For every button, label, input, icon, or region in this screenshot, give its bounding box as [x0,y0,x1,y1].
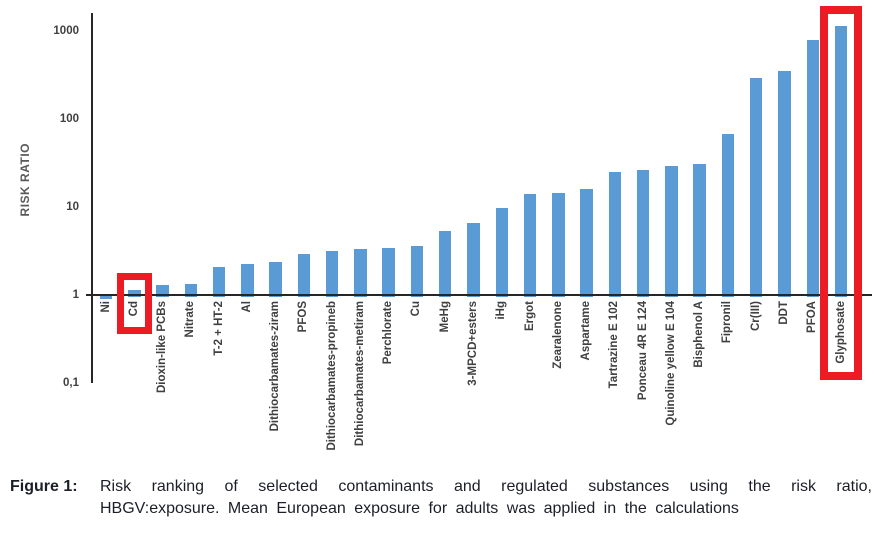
bar-glyphosate [834,26,848,297]
bar-ddt [778,71,791,297]
x-category-label-pfos: PFOS [297,301,310,333]
bar-ponceau-4r-e-124 [636,169,650,297]
figure-caption: Figure 1: Risk ranking of selected conta… [0,476,878,520]
bar-fipronil [721,134,735,297]
x-category-label-t-2-ht-2: T-2 + HT-2 [212,301,225,356]
bar-pfos [297,253,311,297]
y-tick-label-10: 10 [66,200,79,213]
y-tick-label-100: 100 [59,112,79,125]
bar-t-2-ht-2 [212,267,226,297]
bar-dioxin-like-pcbs [156,285,169,297]
bar-dithiocarbamates-metiram [354,249,367,297]
bar-tartrazine-e-102 [608,172,622,297]
x-category-label-aspartame: Aspartame [580,301,593,361]
highlight-box-cd [116,273,152,334]
x-category-label-tartrazine-e-102: Tartrazine E 102 [608,301,621,389]
x-category-label-ihg: iHg [495,301,508,320]
risk-ratio-chart: RISK RATIO 1000 100 10 1 0,1 Ni Cd Dioxin-like… [18,6,872,451]
x-category-label-mehg: MeHg [438,301,451,333]
bar-ihg [495,207,509,297]
x-category-label-fipronil: Fipronil [721,301,734,344]
bar-cr-iii [749,77,763,297]
x-category-label-quinoline-yellow-e-104: Quinoline yellow E 104 [664,301,677,426]
x-category-label-zearalenone: Zearalenone [551,301,564,369]
x-category-label-bisphenol-a: Bisphenol A [693,301,706,368]
x-category-label-ponceau-4r-e-124: Ponceau 4R E 124 [636,301,649,401]
bar-3-mpcd-esters [467,222,480,297]
caption-line-1: Risk ranking of selected contaminants an… [100,478,872,495]
y-tick-label-1000: 1000 [53,24,79,37]
bar-zearalenone [552,193,565,297]
x-category-label-ddt: DDT [777,301,790,325]
x-category-label-cu: Cu [410,301,423,317]
y-tick-label-1: 1 [72,288,79,301]
bar-mehg [438,230,452,297]
y-tick-label-0_1: 0,1 [63,376,79,389]
bar-ni [99,294,113,299]
x-category-label-cr-iii: Cr(III) [749,301,762,332]
bar-perchlorate [382,248,395,297]
bar-quinoline-yellow-e-104 [665,166,678,297]
caption-line-2: HBGV:exposure. Mean European exposure fo… [100,500,739,517]
x-category-label-pfoa: PFOA [806,301,819,333]
x-category-label-nitrate: Nitrate [184,301,197,338]
x-axis-line [86,293,872,296]
bar-al [241,264,254,297]
x-category-label-ni: Ni [99,301,112,313]
x-category-label-dithiocarbamates-metiram: Dithiocarbamates-metiram [353,301,366,447]
bar-pfoa [806,39,819,297]
bar-dithiocarbamates-ziram [269,261,282,297]
highlight-box-glyphosate [820,6,863,380]
x-category-label-dioxin-like-pcbs: Dioxin-like PCBs [156,301,169,394]
caption-label: Figure 1: [10,478,78,495]
bar-aspartame [580,188,593,297]
bar-dithiocarbamates-propineb [325,251,339,297]
bar-ergot [523,194,537,297]
bar-cu [410,245,424,297]
y-axis-line [91,13,93,383]
x-category-label-dithiocarbamates-ziram: Dithiocarbamates-ziram [269,301,282,432]
x-category-label-ergot: Ergot [523,301,536,332]
x-category-label-perchlorate: Perchlorate [382,301,395,365]
x-category-label-al: Al [240,301,253,313]
x-category-label-dithiocarbamates-propineb: Dithiocarbamates-propineb [325,301,338,451]
bar-bisphenol-a [693,163,706,297]
x-category-label-3-mpcd-esters: 3-MPCD+esters [467,301,479,386]
